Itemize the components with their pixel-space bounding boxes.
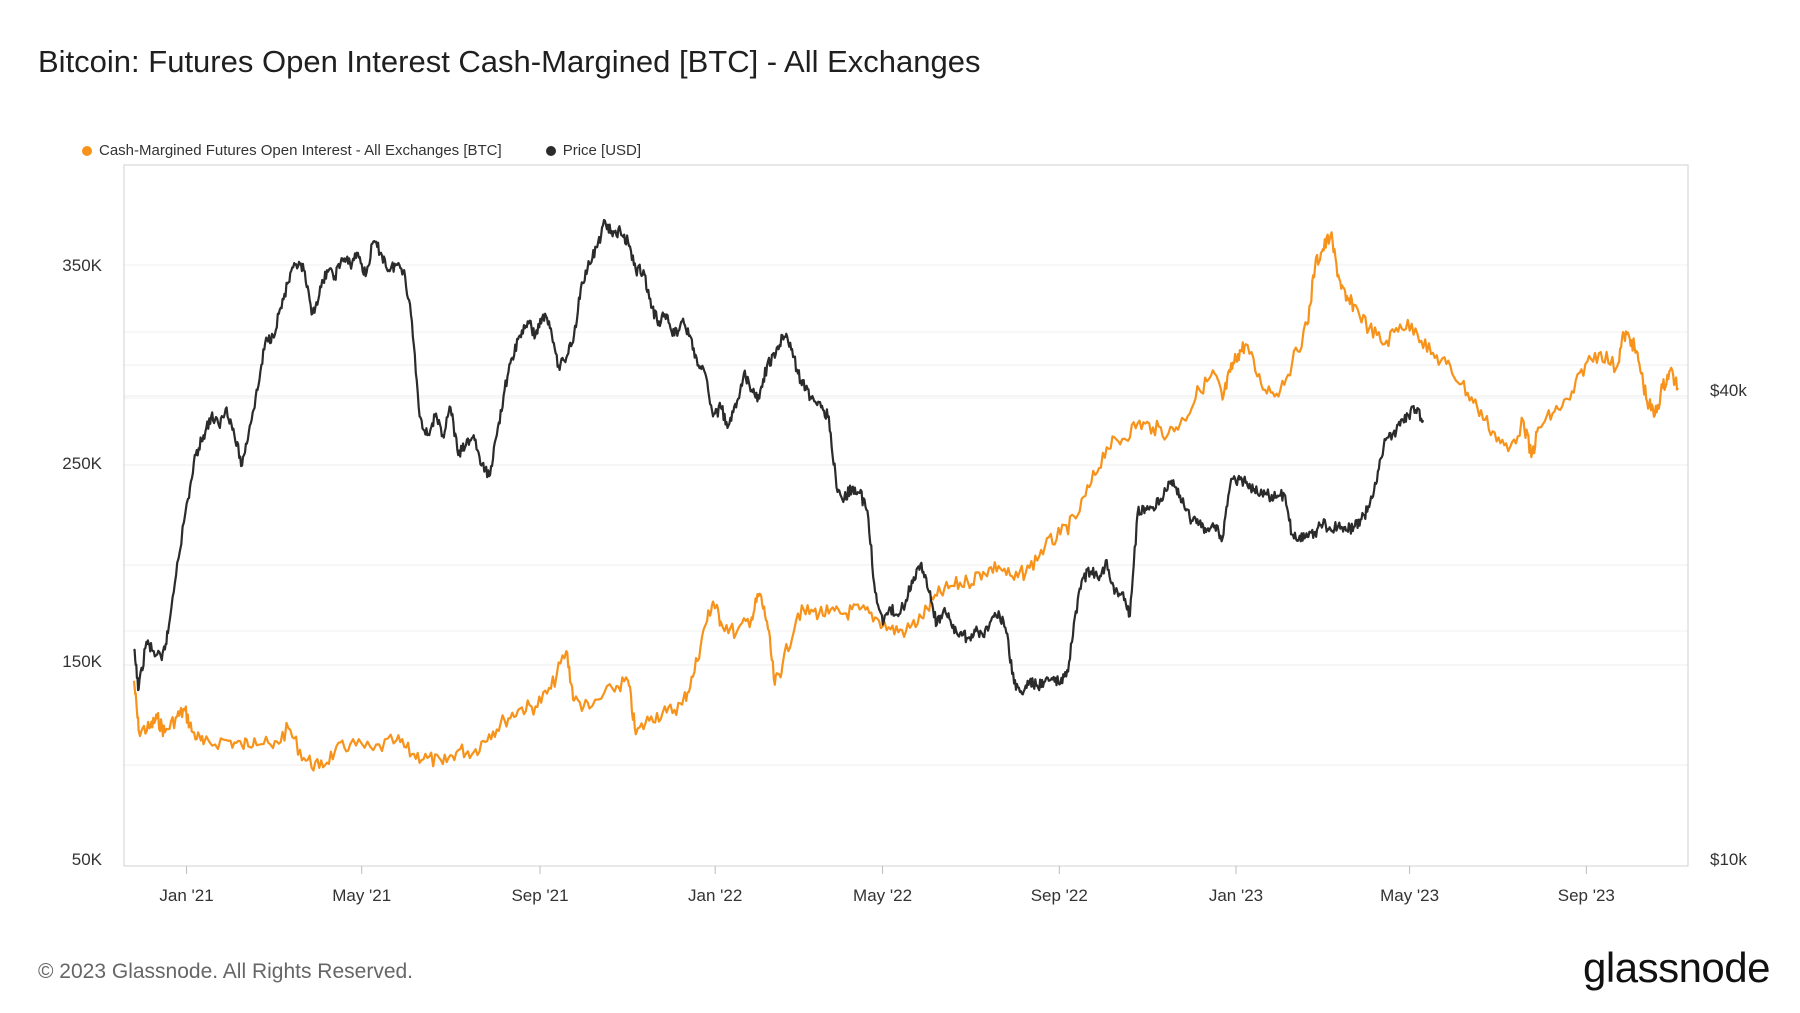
x-tick-label: May '23 xyxy=(1380,886,1439,905)
glassnode-logo: glassnode xyxy=(1583,944,1770,991)
x-tick-label: Jan '23 xyxy=(1209,886,1263,905)
x-tick-label: Jan '22 xyxy=(688,886,742,905)
y-left-tick-label: 150K xyxy=(62,652,102,671)
gridlines xyxy=(124,264,1688,766)
chart-title: Bitcoin: Futures Open Interest Cash-Marg… xyxy=(38,44,981,79)
y-right-tick-label: $10k xyxy=(1710,850,1747,869)
copyright-footer: © 2023 Glassnode. All Rights Reserved. xyxy=(38,960,414,983)
x-axis: Jan '21 May '21 Sep '21 Jan '22 May '22 Sep '… xyxy=(159,866,1615,905)
x-tick-label: Sep '23 xyxy=(1558,886,1615,905)
x-tick-label: May '21 xyxy=(332,886,391,905)
plot-frame xyxy=(123,164,1689,867)
x-tick-label: Jan '21 xyxy=(159,886,213,905)
y-right-tick-label: $40k xyxy=(1710,381,1747,400)
series-line-open-interest[interactable] xyxy=(132,231,1679,772)
legend-dot-open-interest xyxy=(82,145,92,156)
legend-label-open-interest: Cash-Margined Futures Open Interest - Al… xyxy=(99,142,502,159)
x-tick-label: Sep '22 xyxy=(1031,886,1088,905)
legend-item-price[interactable]: Price [USD] xyxy=(545,142,642,159)
legend-dot-price xyxy=(545,145,556,156)
x-tick-label: Sep '21 xyxy=(511,886,568,905)
x-tick-label: May '22 xyxy=(853,886,912,905)
legend: Cash-Margined Futures Open Interest - Al… xyxy=(82,142,641,159)
y-left-tick-label: 350K xyxy=(62,256,102,275)
series-group xyxy=(132,218,1679,772)
series-line-price[interactable] xyxy=(133,218,1425,696)
y-axis-right: $10k $40k xyxy=(1710,381,1747,869)
legend-item-open-interest[interactable]: Cash-Margined Futures Open Interest - Al… xyxy=(82,142,502,159)
y-left-tick-label: 50K xyxy=(72,850,103,869)
y-axis-left: 50K 150K 250K 350K xyxy=(62,256,102,869)
legend-label-price: Price [USD] xyxy=(562,142,642,159)
y-left-tick-label: 250K xyxy=(62,454,102,473)
